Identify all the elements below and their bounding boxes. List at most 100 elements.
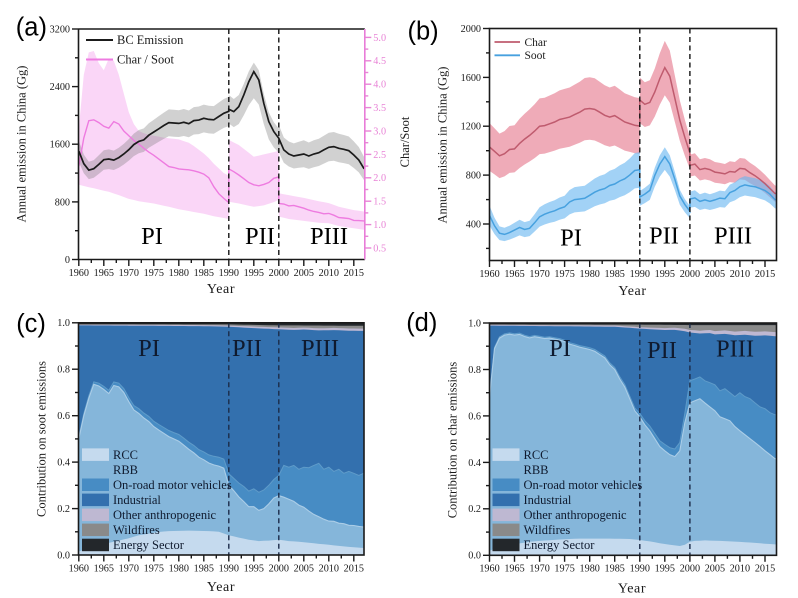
svg-text:Char / Soot: Char / Soot [117,53,174,67]
svg-text:4.5: 4.5 [373,56,386,67]
svg-text:1980: 1980 [169,563,189,574]
svg-text:2010: 2010 [319,268,339,279]
svg-text:Industrial: Industrial [524,493,572,507]
svg-text:0.6: 0.6 [57,411,70,422]
svg-text:(d): (d) [406,309,437,337]
svg-text:2000: 2000 [461,24,481,35]
svg-text:1990: 1990 [630,564,650,575]
svg-text:RCC: RCC [524,448,549,462]
svg-text:Year: Year [618,284,646,299]
svg-text:Wildfires: Wildfires [113,523,160,537]
svg-text:Annual emission in China (Gg): Annual emission in China (Gg) [15,66,29,223]
svg-text:400: 400 [466,219,481,230]
svg-text:2010: 2010 [730,269,750,280]
svg-text:1970: 1970 [529,269,549,280]
svg-text:0.0: 0.0 [468,551,481,562]
svg-text:(a): (a) [16,14,47,42]
svg-text:2000: 2000 [680,269,700,280]
svg-text:1970: 1970 [529,564,549,575]
svg-text:PII: PII [649,223,679,250]
svg-text:1960: 1960 [69,268,89,279]
svg-text:1975: 1975 [144,563,164,574]
svg-text:RCC: RCC [113,448,138,462]
svg-text:RBB: RBB [113,463,138,477]
svg-text:1990: 1990 [219,563,239,574]
svg-text:On-road motor vehicles: On-road motor vehicles [524,478,643,492]
svg-text:4.0: 4.0 [373,80,386,91]
svg-text:1.5: 1.5 [373,197,386,208]
svg-text:2400: 2400 [50,82,70,93]
svg-text:PIII: PIII [714,223,752,250]
svg-text:0.0: 0.0 [57,550,70,561]
svg-text:1980: 1980 [580,269,600,280]
svg-text:2010: 2010 [319,563,339,574]
svg-text:Year: Year [207,282,235,297]
svg-text:1975: 1975 [554,564,574,575]
svg-text:1980: 1980 [580,564,600,575]
svg-text:PI: PI [560,225,582,252]
svg-text:2015: 2015 [755,564,775,575]
svg-text:2000: 2000 [269,268,289,279]
svg-text:PIII: PIII [310,223,348,250]
svg-text:3200: 3200 [50,24,70,35]
svg-text:Char: Char [525,37,548,49]
svg-text:PIII: PIII [716,336,754,363]
svg-text:Contribution on soot emissions: Contribution on soot emissions [35,361,49,517]
svg-text:2005: 2005 [705,269,725,280]
svg-text:1985: 1985 [194,268,214,279]
svg-text:1995: 1995 [244,563,264,574]
svg-text:0: 0 [65,255,70,266]
svg-text:0.2: 0.2 [468,504,481,515]
svg-text:2.5: 2.5 [373,150,386,161]
svg-text:2000: 2000 [680,564,700,575]
svg-text:0.4: 0.4 [57,458,70,469]
svg-text:3.5: 3.5 [373,103,386,114]
svg-text:PII: PII [245,223,275,250]
svg-text:1.0: 1.0 [468,318,481,329]
svg-text:On-road motor vehicles: On-road motor vehicles [113,478,232,492]
svg-text:5.0: 5.0 [373,33,386,44]
svg-text:2015: 2015 [755,269,775,280]
svg-text:PIII: PIII [301,335,339,362]
svg-text:0.4: 0.4 [468,458,481,469]
svg-text:Industrial: Industrial [113,493,161,507]
svg-text:PI: PI [141,223,163,250]
svg-text:1995: 1995 [244,268,264,279]
svg-text:2015: 2015 [344,268,364,279]
svg-text:800: 800 [466,171,481,182]
svg-text:1600: 1600 [461,73,481,84]
svg-text:1965: 1965 [504,269,524,280]
svg-text:Year: Year [618,582,646,597]
svg-text:2015: 2015 [344,563,364,574]
svg-text:1970: 1970 [119,268,139,279]
svg-text:1600: 1600 [50,140,70,151]
svg-text:Char/Soot: Char/Soot [398,116,412,167]
svg-text:1995: 1995 [655,269,675,280]
svg-text:1985: 1985 [605,564,625,575]
svg-text:Soot: Soot [525,50,547,62]
svg-text:1990: 1990 [219,268,239,279]
svg-text:Wildfires: Wildfires [524,523,571,537]
svg-text:Energy Sector: Energy Sector [524,538,596,552]
svg-text:800: 800 [55,197,70,208]
svg-text:1965: 1965 [94,563,114,574]
svg-text:Other anthropogenic: Other anthropogenic [524,508,628,522]
svg-text:(c): (c) [16,310,46,338]
svg-text:1985: 1985 [605,269,625,280]
svg-text:Contribution on char emissions: Contribution on char emissions [446,362,460,519]
svg-text:BC Emission: BC Emission [117,33,184,47]
svg-text:RBB: RBB [524,463,549,477]
svg-text:1990: 1990 [630,269,650,280]
svg-text:1200: 1200 [461,122,481,133]
svg-text:2005: 2005 [705,564,725,575]
svg-text:Annual emission in China (Gg): Annual emission in China (Gg) [436,67,450,224]
svg-text:PII: PII [647,337,677,364]
svg-text:1965: 1965 [504,564,524,575]
svg-text:1975: 1975 [144,268,164,279]
svg-text:PI: PI [138,335,160,362]
svg-text:PII: PII [232,335,262,362]
svg-text:2005: 2005 [294,563,314,574]
svg-text:1960: 1960 [479,269,499,280]
svg-text:1970: 1970 [119,563,139,574]
svg-text:Energy Sector: Energy Sector [113,538,185,552]
